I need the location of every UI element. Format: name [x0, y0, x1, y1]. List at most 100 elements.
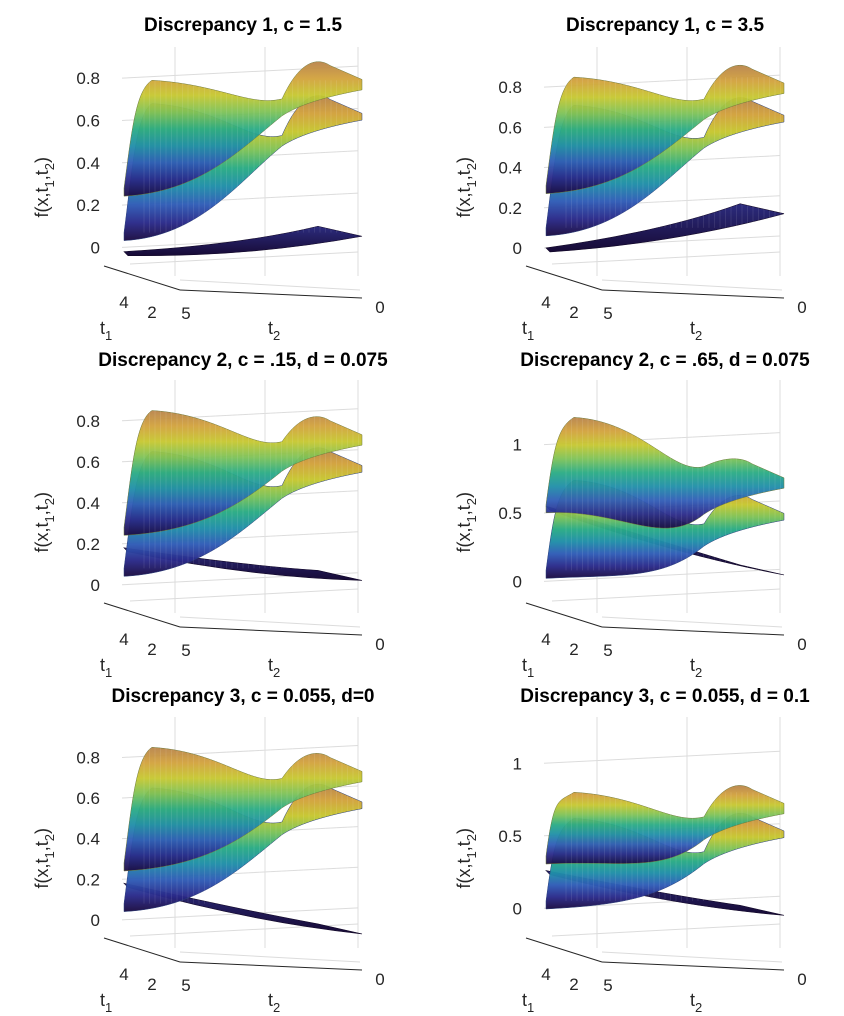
upper-surface [545, 65, 785, 194]
t2-tick-label: 5 [603, 304, 612, 323]
subplot-title: Discrepancy 2, c = .15, d = 0.075 [98, 350, 388, 371]
t1-axis-label: t1 [522, 318, 534, 343]
z-tick-label: 0 [91, 576, 100, 595]
z-axis-label: f(x,t1,t2) [32, 828, 57, 888]
z-gridline [543, 568, 781, 582]
upper-surface [545, 417, 785, 529]
floor-gridline [179, 616, 361, 628]
t2-axis-line [179, 626, 363, 636]
z-tick-label: 0 [91, 238, 100, 257]
t2-axis-label: t2 [268, 655, 280, 680]
subplot-discrepancy1-c1.5: Discrepancy 1, c = 1.5 0 0.2 0.4 0.6 0.8 42 5 0… [32, 15, 385, 343]
z-tick-label: 0 [513, 239, 522, 258]
subplot-title: Discrepancy 1, c = 1.5 [144, 15, 342, 36]
z-tick-label: 0.8 [76, 412, 100, 431]
t1-tick-label: 2 [147, 975, 156, 994]
t2-axis-line [601, 626, 785, 636]
z-tick-label: 0.4 [498, 159, 522, 178]
t2-tick-label: 0 [797, 970, 806, 989]
t1-tick-label: 4 [119, 965, 128, 984]
t1-tick-label: 4 [119, 293, 128, 312]
floor-gridline [551, 588, 781, 602]
upper-surface [545, 785, 785, 865]
t1-tick-label: 2 [147, 640, 156, 659]
t1-tick-label: 2 [147, 303, 156, 322]
z-tick-label: 0.2 [498, 199, 522, 218]
t1-tick-label: 4 [541, 293, 550, 312]
t2-axis-label: t2 [690, 655, 702, 680]
floor-gridline [129, 251, 359, 265]
z-tick-label: 1 [513, 436, 522, 455]
t2-tick-label: 5 [181, 976, 190, 995]
t2-axis-label: t2 [690, 318, 702, 343]
t2-tick-label: 5 [603, 641, 612, 660]
t2-axis-label: t2 [268, 318, 280, 343]
discrepancy-surface [545, 203, 785, 253]
z-tick-label: 0.2 [76, 535, 100, 554]
z-tick-label: 0.8 [76, 748, 100, 767]
t1-axis-label: t1 [100, 655, 112, 680]
subplot-title: Discrepancy 3, c = 0.055, d=0 [111, 686, 374, 707]
subplot-discrepancy2-c0.65: Discrepancy 2, c = .65, d = 0.075 0 0.5 1 4… [454, 350, 810, 680]
floor-gridline [179, 279, 361, 291]
t1-axis-line [525, 937, 603, 963]
t2-tick-label: 5 [181, 641, 190, 660]
z-tick-label: 0.4 [76, 494, 100, 513]
floor-gridline [551, 251, 781, 265]
subplot-title: Discrepancy 2, c = .65, d = 0.075 [520, 350, 810, 371]
t2-axis-label: t2 [268, 990, 280, 1015]
floor-gridline [601, 951, 783, 963]
z-tick-label: 0.4 [76, 830, 100, 849]
surface-mesh [143, 747, 359, 904]
t2-axis-line [601, 289, 785, 299]
z-tick-label: 0.5 [498, 827, 522, 846]
t1-tick-label: 4 [541, 965, 550, 984]
t1-axis-label: t1 [100, 990, 112, 1015]
t1-axis-line [525, 265, 603, 291]
t2-tick-label: 0 [375, 635, 384, 654]
z-tick-label: 0.5 [498, 504, 522, 523]
z-axis-label: f(x,t1,t2) [454, 157, 479, 217]
upper-surface [123, 410, 363, 536]
subplot-discrepancy3-d0: Discrepancy 3, c = 0.055, d=0 0 0.2 0.4 0.6… [32, 686, 385, 1015]
t1-tick-label: 2 [569, 975, 578, 994]
z-tick-label: 0.6 [76, 789, 100, 808]
t2-axis-line [601, 961, 785, 971]
t2-tick-label: 5 [603, 976, 612, 995]
t1-axis-label: t1 [100, 318, 112, 343]
floor-gridline [551, 923, 781, 937]
t1-tick-label: 4 [541, 630, 550, 649]
z-tick-label: 0.6 [76, 453, 100, 472]
subplot-discrepancy2-c0.15: Discrepancy 2, c = .15, d = 0.075 0 0.2 0.… [32, 350, 388, 680]
t1-axis-line [103, 265, 181, 291]
z-gridline [543, 750, 781, 764]
z-tick-label: 0.6 [498, 118, 522, 137]
t2-axis-line [179, 961, 363, 971]
surface-mesh [565, 417, 781, 571]
discrepancy-surface [123, 225, 363, 257]
z-axis-label: f(x,t1,t2) [454, 492, 479, 552]
subplot-discrepancy3-d0.1: Discrepancy 3, c = 0.055, d = 0.1 0 0.5 1 4… [454, 686, 810, 1015]
t2-axis-label: t2 [690, 990, 702, 1015]
t1-tick-label: 2 [569, 640, 578, 659]
floor-gridline [129, 588, 359, 602]
t1-axis-label: t1 [522, 655, 534, 680]
z-tick-label: 0.2 [76, 196, 100, 215]
t2-tick-label: 0 [375, 970, 384, 989]
t2-tick-label: 0 [797, 635, 806, 654]
z-tick-label: 1 [513, 754, 522, 773]
t1-axis-line [103, 937, 181, 963]
z-tick-label: 0.2 [76, 870, 100, 889]
z-tick-label: 0 [513, 572, 522, 591]
surface-mesh [143, 80, 359, 233]
t2-tick-label: 0 [797, 298, 806, 317]
surface-mesh [565, 77, 781, 228]
z-tick-label: 0.8 [76, 69, 100, 88]
z-axis-label: f(x,t1,t2) [32, 157, 57, 217]
t1-axis-label: t1 [522, 990, 534, 1015]
t1-tick-label: 2 [569, 303, 578, 322]
t2-tick-label: 5 [181, 304, 190, 323]
z-tick-label: 0.4 [76, 154, 100, 173]
t1-axis-line [525, 602, 603, 628]
z-axis-label: f(x,t1,t2) [32, 492, 57, 552]
